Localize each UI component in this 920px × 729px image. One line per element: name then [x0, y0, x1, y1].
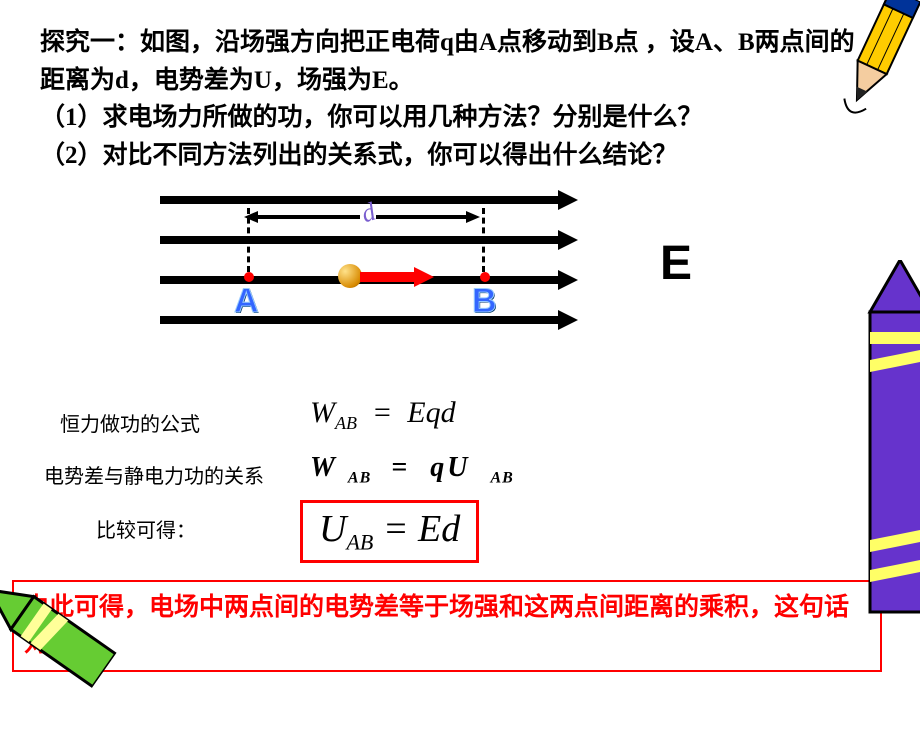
field-arrow-head: [558, 230, 578, 250]
eq2-content: W AB = qU AB: [310, 452, 514, 483]
point-B: [480, 272, 490, 282]
field-line: [160, 316, 560, 324]
problem-text: 探究一：如图，沿场强方向把正电荷q由A点移动到B点 ，设A、B两点间的距离为d，…: [40, 24, 860, 174]
dim-head-right: [466, 211, 480, 223]
conclusion-question: 由此可得，电场中两点间的电势差等于场强和这两点间距离的乘积，这句话对吗？: [12, 580, 882, 673]
crayon-icon: [840, 260, 920, 620]
point-A: [244, 272, 254, 282]
formula-Wab-Eqd: WAB = Eqd: [310, 396, 456, 434]
result-content: UAB = Ed: [319, 508, 460, 550]
label-A: A: [234, 282, 259, 321]
label-B: B: [472, 282, 497, 321]
result-Uab-Ed: UAB = Ed: [300, 500, 479, 563]
eq1-content: WAB = Eqd: [310, 396, 456, 429]
crayon-icon: [0, 551, 132, 729]
dash-A: [247, 208, 250, 272]
motion-arrow-head: [414, 267, 434, 287]
field-arrow-head: [558, 310, 578, 330]
label-constant-force: 恒力做功的公式: [60, 408, 200, 437]
field-diagram: d A B: [160, 190, 580, 350]
dim-line-left: [258, 215, 360, 219]
motion-arrow: [360, 272, 416, 282]
formula-Wab-qUab: W AB = qU AB: [310, 452, 514, 488]
label-compare: 比较可得：: [96, 514, 196, 543]
field-arrow-head: [558, 270, 578, 290]
label-E: E: [660, 236, 692, 291]
charge-icon: [338, 264, 362, 288]
dash-B: [482, 208, 485, 272]
label-potential-work: 电势差与静电力功的关系: [44, 460, 264, 489]
dim-line-right: [376, 215, 468, 219]
field-line: [160, 236, 560, 244]
field-arrow-head: [558, 190, 578, 210]
